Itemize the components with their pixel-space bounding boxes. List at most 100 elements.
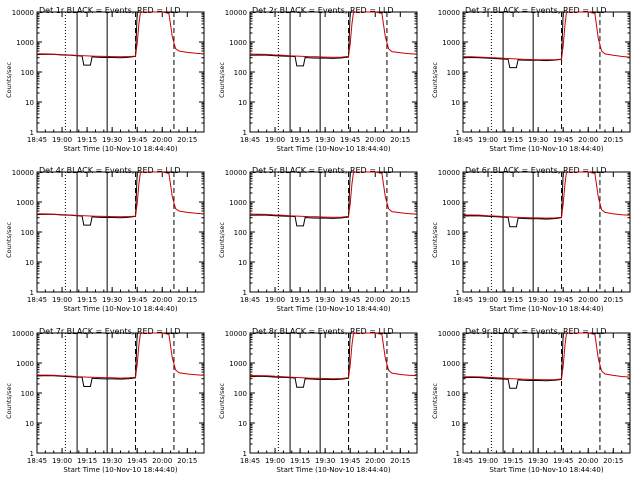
y-axis-label: Counts/sec (5, 62, 13, 98)
x-tick-label: 19:15 (503, 296, 523, 304)
y-tick-label: 1000 (16, 39, 34, 47)
y-tick-label: 10 (451, 259, 460, 267)
chart-panel-2: 1 10 100 1000 10000 18:45 19:00 19:15 19:30 19:45… (218, 6, 418, 153)
y-tick-label: 1000 (229, 360, 247, 368)
chart-panel-9: 1 10 100 1000 10000 18:45 19:00 19:15 19:30 19:45… (431, 327, 631, 474)
x-tick-label: 19:30 (528, 136, 548, 144)
y-tick-label: 10000 (12, 169, 34, 177)
x-axis-label: Start Time (10-Nov-10 18:44:40) (63, 305, 177, 313)
y-tick-label: 100 (234, 229, 247, 237)
x-tick-label: 19:45 (127, 136, 147, 144)
y-tick-label: 100 (447, 69, 460, 77)
x-tick-label: 18:45 (27, 136, 47, 144)
series-line-events (462, 11, 564, 69)
x-tick-label: 19:45 (340, 296, 360, 304)
x-tick-label: 19:00 (52, 457, 72, 465)
y-tick-label: 1000 (442, 360, 460, 368)
x-axis-label: Start Time (10-Nov-10 18:44:40) (63, 466, 177, 474)
y-axis-label: Counts/sec (218, 222, 226, 258)
y-tick-label: 10 (238, 99, 247, 107)
chart-title: Det 4r BLACK = Events, RED = LLD (39, 166, 181, 175)
y-tick-label: 100 (447, 229, 460, 237)
x-axis-label: Start Time (10-Nov-10 18:44:40) (489, 466, 603, 474)
y-tick-label: 1 (243, 129, 247, 137)
x-axis-label: Start Time (10-Nov-10 18:44:40) (276, 305, 390, 313)
x-tick-label: 19:30 (315, 457, 335, 465)
x-tick-label: 19:45 (553, 136, 573, 144)
y-tick-label: 1000 (229, 199, 247, 207)
series-line-lld (37, 11, 205, 58)
y-tick-label: 1000 (442, 39, 460, 47)
x-tick-label: 20:00 (152, 136, 172, 144)
x-tick-label: 20:00 (365, 296, 385, 304)
x-tick-label: 20:15 (390, 136, 410, 144)
chart-title: Det 5r BLACK = Events, RED = LLD (252, 166, 394, 175)
x-tick-label: 20:15 (603, 457, 623, 465)
x-tick-label: 19:15 (290, 296, 310, 304)
chart-title: Det 8r BLACK = Events, RED = LLD (252, 327, 394, 336)
x-tick-label: 19:45 (127, 457, 147, 465)
x-tick-label: 19:15 (290, 457, 310, 465)
x-tick-label: 18:45 (453, 136, 473, 144)
chart-panel-5: 1 10 100 1000 10000 18:45 19:00 19:15 19:30 19:45… (218, 166, 418, 313)
x-tick-label: 19:00 (52, 136, 72, 144)
y-tick-label: 10000 (12, 330, 34, 338)
x-axis-label: Start Time (10-Nov-10 18:44:40) (276, 466, 390, 474)
y-tick-label: 1 (456, 450, 460, 458)
y-tick-label: 10 (25, 420, 34, 428)
x-tick-label: 19:45 (340, 457, 360, 465)
chart-title: Det 3r BLACK = Events, RED = LLD (465, 6, 607, 15)
x-tick-label: 19:00 (265, 136, 285, 144)
y-tick-label: 100 (234, 69, 247, 77)
x-tick-label: 19:30 (315, 136, 335, 144)
y-tick-label: 10 (238, 259, 247, 267)
x-tick-label: 19:45 (553, 457, 573, 465)
x-tick-label: 20:00 (578, 457, 598, 465)
chart-panel-8: 1 10 100 1000 10000 18:45 19:00 19:15 19:30 19:45… (218, 327, 418, 474)
x-tick-label: 19:30 (102, 136, 122, 144)
y-tick-label: 100 (21, 229, 34, 237)
series-line-events (462, 171, 564, 228)
x-tick-label: 20:00 (152, 296, 172, 304)
x-tick-label: 19:15 (503, 457, 523, 465)
x-tick-label: 20:00 (578, 296, 598, 304)
y-axis-label: Counts/sec (431, 62, 439, 98)
series-line-lld (37, 332, 205, 379)
x-tick-label: 19:00 (52, 296, 72, 304)
y-tick-label: 1 (243, 289, 247, 297)
x-tick-label: 20:00 (152, 457, 172, 465)
series-line-events (249, 171, 351, 227)
y-tick-label: 10000 (438, 9, 460, 17)
x-tick-label: 19:00 (265, 296, 285, 304)
y-tick-label: 10000 (438, 169, 460, 177)
chart-panel-4: 1 10 100 1000 10000 18:45 19:00 19:15 19:30 19:45… (5, 166, 205, 313)
y-tick-label: 10000 (225, 169, 247, 177)
x-tick-label: 18:45 (27, 457, 47, 465)
y-tick-label: 100 (447, 390, 460, 398)
x-tick-label: 18:45 (240, 457, 260, 465)
chart-panel-1: 1 10 100 1000 10000 18:45 19:00 19:15 19:30 19:45… (5, 6, 205, 153)
y-tick-label: 1000 (16, 199, 34, 207)
chart-panel-6: 1 10 100 1000 10000 18:45 19:00 19:15 19:30 19:45… (431, 166, 631, 313)
y-tick-label: 10 (451, 99, 460, 107)
chart-panel-7: 1 10 100 1000 10000 18:45 19:00 19:15 19:30 19:45… (5, 327, 205, 474)
y-axis-label: Counts/sec (431, 383, 439, 419)
y-tick-label: 10000 (225, 330, 247, 338)
x-tick-label: 19:00 (478, 136, 498, 144)
chart-title: Det 1r BLACK = Events, RED = LLD (39, 6, 181, 15)
chart-title: Det 7r BLACK = Events, RED = LLD (39, 327, 181, 336)
chart-title: Det 2r BLACK = Events, RED = LLD (252, 6, 394, 15)
x-tick-label: 19:15 (77, 296, 97, 304)
y-tick-label: 1 (30, 450, 34, 458)
series-line-lld (250, 332, 418, 380)
y-axis-label: Counts/sec (5, 383, 13, 419)
x-tick-label: 20:15 (603, 136, 623, 144)
series-line-lld (463, 332, 631, 381)
x-tick-label: 20:15 (390, 457, 410, 465)
series-line-lld (37, 171, 205, 218)
x-tick-label: 20:15 (177, 457, 197, 465)
y-tick-label: 1000 (16, 360, 34, 368)
x-tick-label: 19:45 (553, 296, 573, 304)
x-tick-label: 20:00 (365, 136, 385, 144)
y-tick-label: 100 (21, 69, 34, 77)
